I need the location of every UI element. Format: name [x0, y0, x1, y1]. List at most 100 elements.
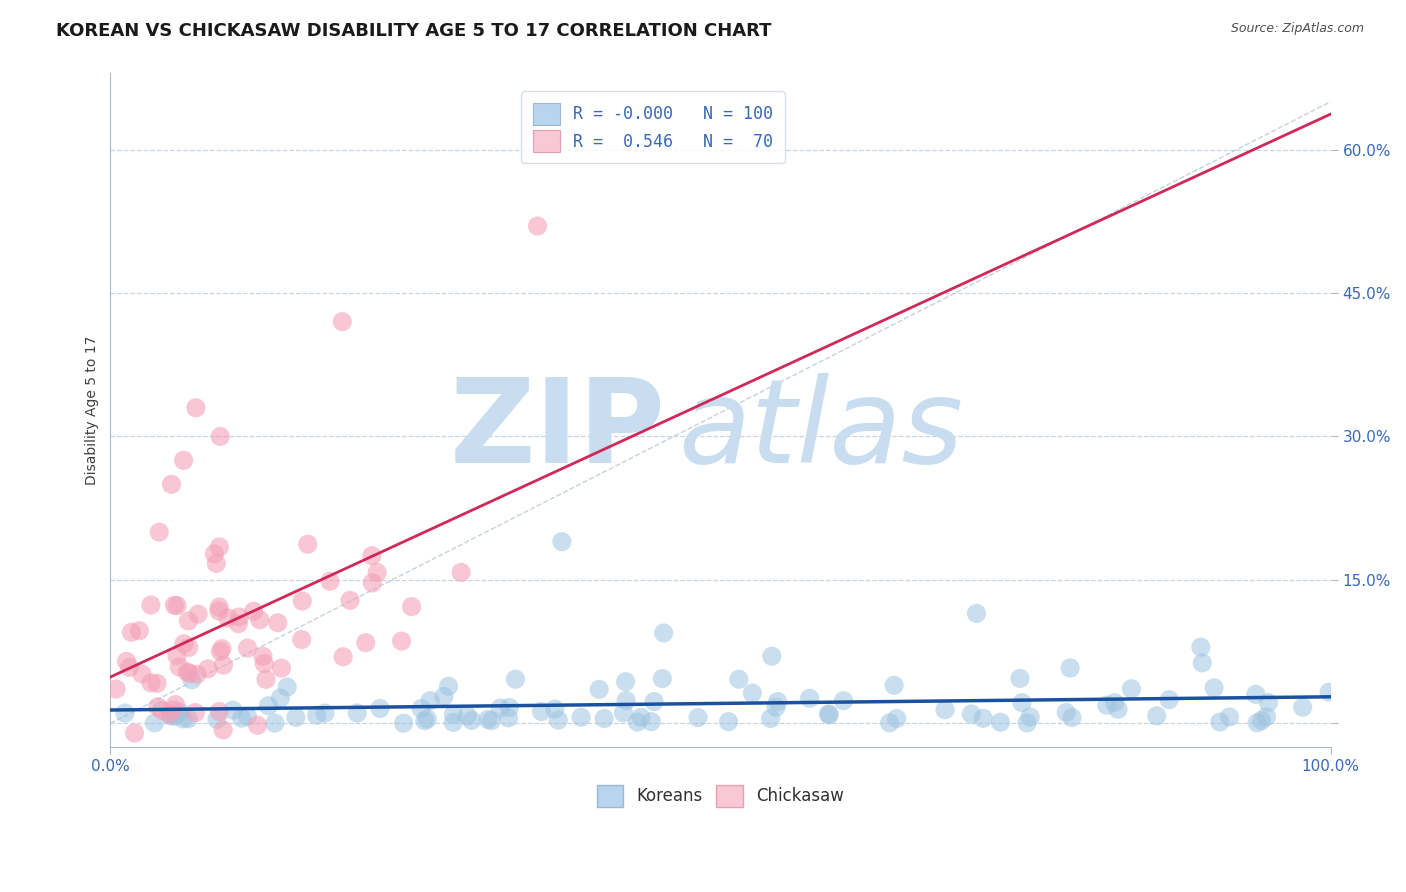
Point: [818, 707, 841, 722]
Point: [209, 644, 232, 658]
Point: [717, 714, 740, 729]
Point: [212, 723, 235, 737]
Point: [173, 637, 195, 651]
Point: [160, 477, 183, 491]
Point: [368, 701, 391, 715]
Point: [139, 675, 162, 690]
Point: [124, 726, 146, 740]
Point: [1209, 714, 1232, 729]
Point: [208, 705, 231, 719]
Point: [643, 695, 665, 709]
Point: [202, 547, 225, 561]
Text: Source: ZipAtlas.com: Source: ZipAtlas.com: [1230, 22, 1364, 36]
Point: [179, 666, 201, 681]
Point: [686, 710, 709, 724]
Point: [211, 641, 233, 656]
Point: [166, 648, 188, 663]
Point: [456, 708, 478, 723]
Point: [146, 699, 169, 714]
Point: [1019, 710, 1042, 724]
Point: [184, 401, 207, 415]
Point: [1218, 710, 1240, 724]
Point: [165, 698, 187, 712]
Point: [489, 701, 512, 715]
Point: [263, 716, 285, 731]
Point: [630, 710, 652, 724]
Point: [169, 706, 191, 720]
Point: [120, 625, 142, 640]
Point: [505, 672, 527, 686]
Point: [228, 610, 250, 624]
Point: [172, 712, 194, 726]
Point: [252, 649, 274, 664]
Point: [128, 624, 150, 638]
Point: [1191, 656, 1213, 670]
Point: [249, 613, 271, 627]
Point: [339, 593, 361, 607]
Point: [1146, 709, 1168, 723]
Point: [832, 694, 855, 708]
Point: [544, 702, 567, 716]
Point: [177, 640, 200, 655]
Point: [319, 574, 342, 589]
Point: [1257, 696, 1279, 710]
Point: [267, 615, 290, 630]
Point: [1095, 698, 1118, 713]
Point: [314, 706, 336, 720]
Point: [640, 714, 662, 729]
Point: [177, 712, 200, 726]
Point: [222, 703, 245, 717]
Point: [208, 604, 231, 618]
Point: [498, 711, 520, 725]
Point: [131, 666, 153, 681]
Point: [184, 706, 207, 720]
Point: [530, 705, 553, 719]
Point: [1202, 681, 1225, 695]
Point: [411, 701, 433, 715]
Point: [652, 626, 675, 640]
Point: [159, 707, 181, 722]
Point: [1159, 692, 1181, 706]
Point: [114, 706, 136, 720]
Point: [1011, 696, 1033, 710]
Point: [276, 680, 298, 694]
Point: [477, 712, 499, 726]
Point: [253, 657, 276, 671]
Point: [883, 678, 905, 692]
Point: [186, 667, 208, 681]
Point: [391, 634, 413, 648]
Point: [208, 540, 231, 554]
Point: [614, 693, 637, 707]
Point: [366, 566, 388, 580]
Point: [1189, 640, 1212, 654]
Point: [886, 712, 908, 726]
Point: [160, 709, 183, 723]
Point: [960, 706, 983, 721]
Point: [105, 681, 128, 696]
Point: [1060, 710, 1083, 724]
Point: [413, 714, 436, 728]
Point: [551, 534, 574, 549]
Point: [330, 315, 353, 329]
Text: ZIP: ZIP: [450, 373, 665, 488]
Point: [614, 674, 637, 689]
Point: [1256, 709, 1278, 723]
Point: [118, 660, 141, 674]
Point: [236, 709, 259, 723]
Point: [1015, 715, 1038, 730]
Point: [526, 219, 548, 233]
Point: [361, 575, 384, 590]
Point: [242, 604, 264, 618]
Point: [1104, 696, 1126, 710]
Point: [433, 690, 456, 704]
Point: [612, 706, 634, 720]
Point: [197, 662, 219, 676]
Point: [217, 611, 239, 625]
Y-axis label: Disability Age 5 to 17: Disability Age 5 to 17: [86, 335, 100, 485]
Point: [1054, 706, 1077, 720]
Point: [209, 429, 232, 443]
Point: [799, 691, 821, 706]
Point: [879, 715, 901, 730]
Point: [173, 453, 195, 467]
Point: [401, 599, 423, 614]
